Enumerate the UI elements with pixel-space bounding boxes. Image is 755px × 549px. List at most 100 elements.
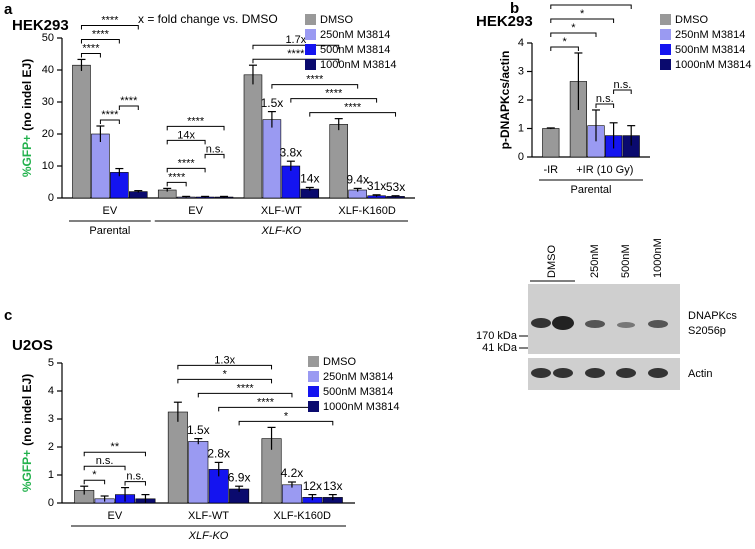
x-tick-label: XLF-WT [261,205,302,217]
significance-bracket [290,98,378,103]
x-tick-label: -IR [543,164,558,176]
y-axis-label-part: %GFP+ [20,450,34,492]
blot-membrane [528,284,680,354]
panel-letter: c [4,307,12,324]
significance-bracket [271,84,359,89]
legend-swatch [660,14,671,25]
y-tick-label: 10 [42,160,54,172]
lane-label: DMSO [546,245,558,278]
x-tick-label: EV [107,510,122,522]
fold-label: 4.2x [281,466,304,480]
legend-label: 250nM M3814 [320,29,390,41]
significance-label: n.s. [96,455,114,467]
significance-bracket [550,32,597,37]
lane-label: 500nM [620,244,632,278]
significance-label: n.s. [614,79,632,91]
legend-label: 250nM M3814 [675,29,745,41]
significance-label: n.s. [126,471,144,483]
significance-label: **** [325,88,343,100]
legend-swatch [305,44,316,55]
y-tick-label: 50 [42,32,54,44]
x-tick-label: +IR (10 Gy) [576,164,633,176]
y-tick-label: 4 [518,37,524,49]
group-label: XLF-KO [188,530,229,542]
y-axis-label-part: (no indel EJ) [20,59,34,131]
legend-label: DMSO [675,14,708,26]
significance-label: * [284,410,289,422]
y-tick-label: 1 [48,469,54,481]
legend-swatch [660,59,671,70]
significance-label: **** [257,396,275,408]
chart-title: HEK293 [12,17,69,34]
significance-label: **** [101,109,119,121]
significance-label: 14x [177,129,195,141]
fold-label: 53x [386,180,405,194]
legend-label: 500nM M3814 [323,386,393,398]
bar [329,124,348,199]
legend-swatch [308,386,319,397]
significance-label: **** [92,28,110,40]
y-tick-label: 3 [518,65,524,77]
marker-label: 170 kDa [476,330,518,342]
bar [542,128,560,158]
significance-label: **** [82,42,100,54]
significance-bracket [309,112,397,117]
marker-label: 41 kDa [482,342,518,354]
band [617,322,635,328]
y-tick-label: 0 [48,192,54,204]
note: x = fold change vs. DMSO [138,12,278,26]
y-tick-label: 0 [48,497,54,509]
significance-label: * [223,368,228,380]
bar [91,133,110,199]
bar [243,74,263,199]
significance-bracket [166,181,187,187]
chart-title: U2OS [12,337,53,354]
legend-swatch [308,401,319,412]
significance-bracket [252,44,340,50]
legend-swatch [660,44,671,55]
legend-swatch [305,59,316,70]
lane-label: 250nM [589,244,601,278]
significance-bracket [118,105,139,110]
band [616,368,636,378]
x-tick-label: EV [188,205,203,217]
fold-label: 9.4x [346,173,369,187]
significance-label: **** [101,14,119,26]
significance-bracket [613,89,632,94]
significance-bracket [80,38,120,44]
y-tick-label: 3 [48,413,54,425]
legend-swatch [308,371,319,382]
significance-label: ** [111,441,120,453]
significance-label: 1.7x [285,34,306,46]
significance-label: **** [237,382,255,394]
bar [167,411,188,504]
fold-label: 6.9x [228,470,251,484]
significance-label: **** [287,48,305,60]
y-tick-label: 4 [48,385,54,397]
significance-label: **** [120,95,138,107]
significance-label: n.s. [596,93,614,105]
y-axis-label: %GFP+ (no indel EJ) [20,59,34,177]
fold-label: 2.8x [207,447,230,461]
y-axis-label-part: p-DNAPKcs/actin [498,51,512,150]
panel-letter: b [510,0,519,17]
significance-bracket [177,364,273,370]
fold-label: 1.5x [261,96,284,110]
band [531,318,551,328]
legend-swatch [308,356,319,367]
significance-bracket [204,153,225,159]
panel-letter: a [4,1,13,18]
significance-bracket [550,46,579,51]
y-axis-label-part: %GFP+ [20,135,34,177]
fold-label: 12x [303,479,322,493]
significance-label: 1.3x [214,354,235,366]
significance-bracket [550,4,632,9]
fold-label: 1.5x [187,423,210,437]
significance-label: **** [178,157,196,169]
fold-label: 14x [300,172,319,186]
bar [72,64,91,199]
y-tick-label: 5 [48,357,54,369]
legend-label: 500nM M3814 [320,44,390,56]
significance-bracket [83,451,146,457]
significance-bracket [177,378,273,384]
